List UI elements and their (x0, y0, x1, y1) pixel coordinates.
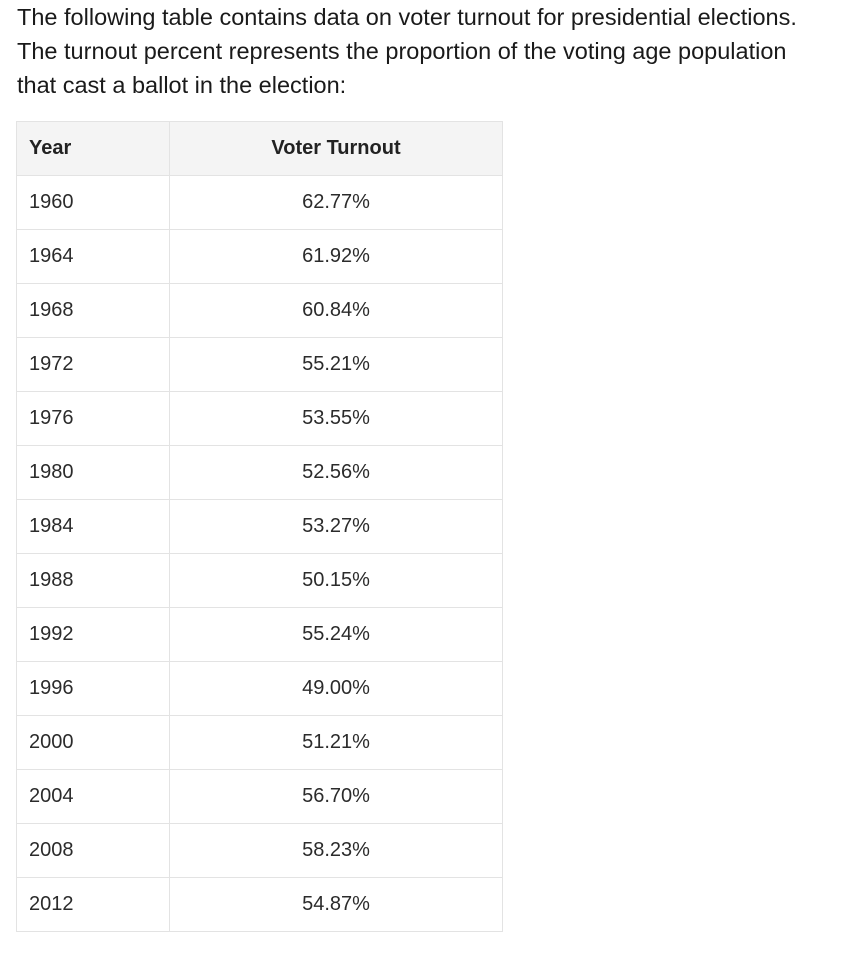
turnout-cell: 50.15% (169, 553, 503, 608)
turnout-cell: 56.70% (169, 769, 503, 824)
intro-paragraph: The following table contains data on vot… (17, 4, 797, 98)
table-row: 1996 49.00% (16, 661, 503, 716)
table-row: 1964 61.92% (16, 229, 503, 284)
turnout-cell: 55.21% (169, 337, 503, 392)
table-body: 1960 62.77% 1964 61.92% 1968 60.84% 1972… (16, 175, 503, 932)
turnout-column-header: Voter Turnout (169, 121, 503, 176)
year-cell: 1964 (16, 229, 170, 284)
turnout-cell: 51.21% (169, 715, 503, 770)
turnout-cell: 61.92% (169, 229, 503, 284)
turnout-cell: 52.56% (169, 445, 503, 500)
year-cell: 1988 (16, 553, 170, 608)
turnout-cell: 53.55% (169, 391, 503, 446)
year-cell: 2000 (16, 715, 170, 770)
year-column-header: Year (16, 121, 170, 176)
table-header: Year Voter Turnout (16, 121, 503, 176)
year-cell: 1996 (16, 661, 170, 716)
year-cell: 1972 (16, 337, 170, 392)
table-row: 1976 53.55% (16, 391, 503, 446)
year-cell: 1992 (16, 607, 170, 662)
year-cell: 2004 (16, 769, 170, 824)
year-cell: 1984 (16, 499, 170, 554)
year-cell: 2008 (16, 823, 170, 878)
turnout-cell: 62.77% (169, 175, 503, 230)
table-row: 2004 56.70% (16, 769, 503, 824)
year-cell: 1980 (16, 445, 170, 500)
turnout-cell: 58.23% (169, 823, 503, 878)
table-row: 1980 52.56% (16, 445, 503, 500)
table-row: 1984 53.27% (16, 499, 503, 554)
turnout-cell: 54.87% (169, 877, 503, 932)
year-cell: 2012 (16, 877, 170, 932)
voter-turnout-table: Year Voter Turnout 1960 62.77% 1964 61.9… (16, 121, 503, 932)
table-row: 1972 55.21% (16, 337, 503, 392)
header-row: Year Voter Turnout (16, 121, 503, 176)
table-row: 1988 50.15% (16, 553, 503, 608)
table-row: 1960 62.77% (16, 175, 503, 230)
table-row: 2008 58.23% (16, 823, 503, 878)
turnout-cell: 53.27% (169, 499, 503, 554)
year-cell: 1960 (16, 175, 170, 230)
table-row: 2000 51.21% (16, 715, 503, 770)
turnout-cell: 60.84% (169, 283, 503, 338)
table-row: 1992 55.24% (16, 607, 503, 662)
table-row: 2012 54.87% (16, 877, 503, 932)
turnout-cell: 55.24% (169, 607, 503, 662)
table-row: 1968 60.84% (16, 283, 503, 338)
turnout-cell: 49.00% (169, 661, 503, 716)
turnout-table-container: Year Voter Turnout 1960 62.77% 1964 61.9… (16, 121, 503, 932)
year-cell: 1976 (16, 391, 170, 446)
year-cell: 1968 (16, 283, 170, 338)
